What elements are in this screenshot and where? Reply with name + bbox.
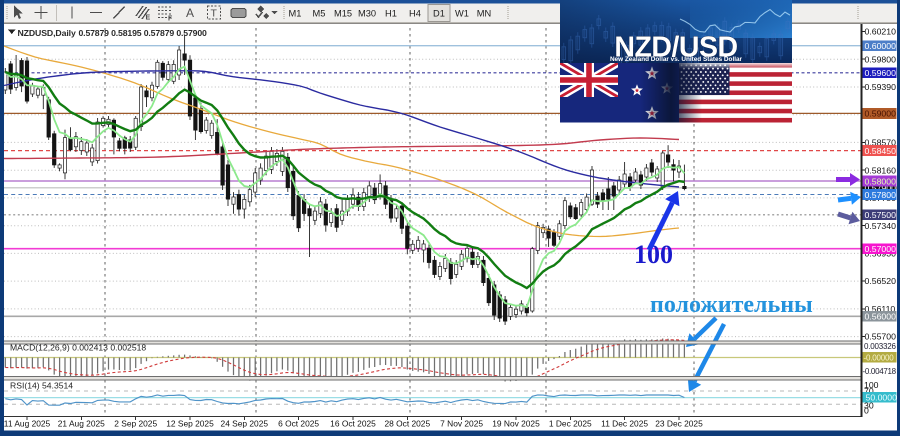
svg-text:2 Sep 2025: 2 Sep 2025 xyxy=(114,419,157,429)
svg-text:0.003326: 0.003326 xyxy=(864,342,897,351)
svg-text:-0.00000: -0.00000 xyxy=(864,354,895,363)
svg-text:70: 70 xyxy=(864,386,874,396)
svg-text:положительны: положительны xyxy=(650,292,813,318)
svg-text:0.59000: 0.59000 xyxy=(865,109,897,119)
svg-text:M5: M5 xyxy=(313,9,326,19)
svg-text:0.58450: 0.58450 xyxy=(865,146,897,156)
svg-text:1 Dec 2025: 1 Dec 2025 xyxy=(549,419,592,429)
svg-text:19 Nov 2025: 19 Nov 2025 xyxy=(492,419,540,429)
svg-text:0.57340: 0.57340 xyxy=(865,221,897,231)
svg-text:0.56520: 0.56520 xyxy=(865,276,897,286)
svg-text:16 Oct 2025: 16 Oct 2025 xyxy=(330,419,376,429)
svg-text:0.60000: 0.60000 xyxy=(865,41,897,51)
svg-text:0.55700: 0.55700 xyxy=(865,332,897,342)
svg-text:0.58000: 0.58000 xyxy=(865,176,897,186)
svg-text:M30: M30 xyxy=(358,9,376,19)
svg-text:H4: H4 xyxy=(409,9,421,19)
svg-text:0.57500: 0.57500 xyxy=(865,210,897,220)
svg-text:0.57800: 0.57800 xyxy=(865,190,897,200)
svg-text:F: F xyxy=(168,16,173,23)
svg-text:0.60210: 0.60210 xyxy=(865,27,897,37)
svg-text:D1: D1 xyxy=(433,9,445,19)
svg-text:0.57900: 0.57900 xyxy=(865,183,897,193)
svg-text:RSI(14) 54.3514: RSI(14) 54.3514 xyxy=(10,381,73,391)
svg-text:W1: W1 xyxy=(455,9,469,19)
svg-text:21 Aug 2025: 21 Aug 2025 xyxy=(58,419,105,429)
svg-text:NZDUSD,Daily: NZDUSD,Daily xyxy=(18,28,76,38)
svg-text:0.57000: 0.57000 xyxy=(865,244,897,254)
svg-text:30: 30 xyxy=(864,401,874,411)
svg-text:0.58160: 0.58160 xyxy=(865,165,897,175)
svg-text:28 Oct 2025: 28 Oct 2025 xyxy=(384,419,430,429)
svg-text:NZD/USD: NZD/USD xyxy=(614,32,737,64)
svg-text:0.57879 0.58195 0.57879 0.5790: 0.57879 0.58195 0.57879 0.57900 xyxy=(79,28,208,38)
svg-text:0.59600: 0.59600 xyxy=(865,68,897,78)
svg-text:23 Dec 2025: 23 Dec 2025 xyxy=(655,419,703,429)
svg-text:0.58570: 0.58570 xyxy=(865,138,897,148)
svg-text:6 Oct 2025: 6 Oct 2025 xyxy=(278,419,319,429)
svg-text:0.56110: 0.56110 xyxy=(865,304,896,314)
svg-text:MN: MN xyxy=(477,9,491,19)
svg-text:11 Aug 2025: 11 Aug 2025 xyxy=(4,419,51,429)
svg-text:0.59390: 0.59390 xyxy=(865,82,897,92)
svg-text:M15: M15 xyxy=(334,9,352,19)
svg-text:M1: M1 xyxy=(289,9,302,19)
svg-text:24 Sep 2025: 24 Sep 2025 xyxy=(221,419,269,429)
svg-text:7 Nov 2025: 7 Nov 2025 xyxy=(440,419,483,429)
svg-text:T: T xyxy=(211,8,218,20)
svg-text:New Zealand Dollar vs. United: New Zealand Dollar vs. United States Dol… xyxy=(610,56,743,63)
svg-text:A: A xyxy=(186,6,194,20)
svg-text:100: 100 xyxy=(864,380,879,390)
svg-text:11 Dec 2025: 11 Dec 2025 xyxy=(601,419,648,429)
svg-text:MACD(12,26,9) 0.002413 0.00251: MACD(12,26,9) 0.002413 0.002518 xyxy=(10,343,146,353)
svg-text:0.56000: 0.56000 xyxy=(865,312,897,322)
svg-text:50.0000: 50.0000 xyxy=(866,393,898,403)
svg-text:0.59800: 0.59800 xyxy=(865,54,897,64)
svg-text:0: 0 xyxy=(864,406,869,416)
svg-text:E: E xyxy=(146,15,151,22)
svg-text:-0.004718: -0.004718 xyxy=(863,367,897,376)
svg-text:12 Sep 2025: 12 Sep 2025 xyxy=(166,419,214,429)
svg-text:H1: H1 xyxy=(385,9,397,19)
